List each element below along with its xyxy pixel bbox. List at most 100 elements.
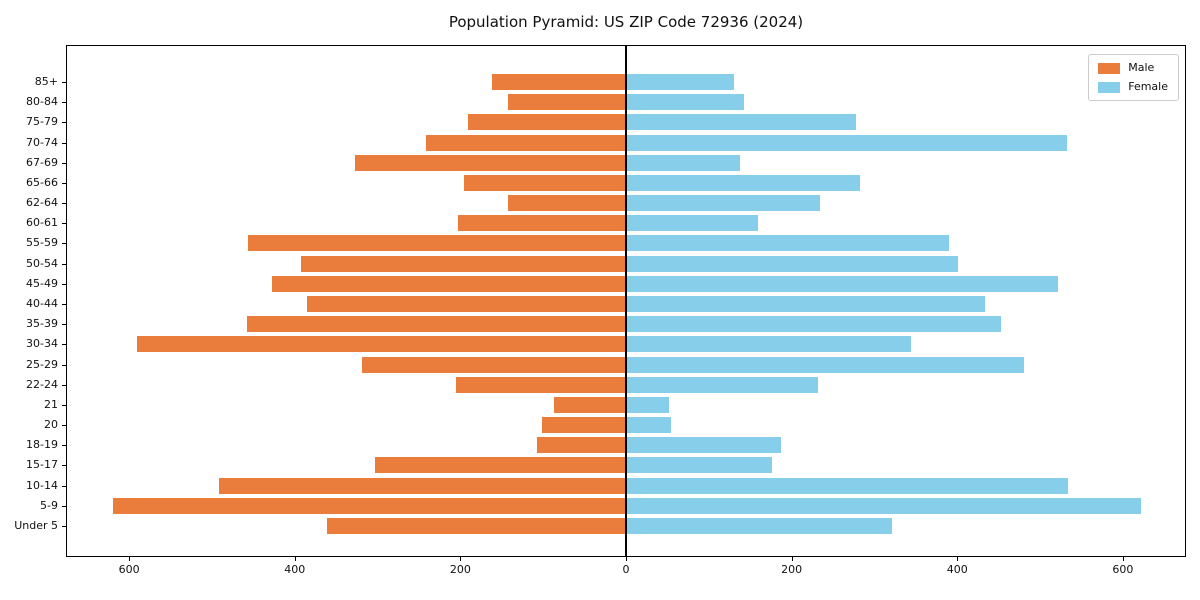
male-bar — [553, 396, 626, 413]
y-tick-mark — [62, 505, 66, 507]
y-tick-label: 22-24 — [26, 377, 58, 391]
x-tick-mark — [460, 557, 462, 561]
male-bar — [137, 336, 626, 353]
y-tick-mark — [62, 102, 66, 104]
y-tick-mark — [62, 304, 66, 305]
y-tick-mark — [62, 465, 66, 467]
y-tick-mark — [62, 445, 66, 447]
female-bar — [626, 134, 1067, 151]
plot-area: Male Female — [66, 45, 1186, 557]
y-tick-label: 70-74 — [26, 135, 58, 149]
legend-male-label: Male — [1128, 61, 1155, 74]
y-tick-label: 45-49 — [26, 276, 58, 290]
female-bar — [626, 517, 892, 534]
female-bar — [626, 255, 959, 272]
y-tick-label: Under 5 — [14, 518, 58, 532]
male-bar — [355, 154, 626, 171]
male-bar — [508, 195, 626, 212]
y-tick-mark — [62, 364, 66, 366]
male-bar — [491, 74, 626, 91]
male-bar — [456, 376, 626, 393]
y-tick-label: 10-14 — [26, 478, 58, 492]
legend-entry-female: Female — [1098, 81, 1168, 93]
female-bar — [626, 396, 670, 413]
female-bar — [626, 316, 1002, 333]
y-tick-label: 20 — [44, 418, 58, 432]
female-bar — [626, 215, 758, 232]
male-bar — [246, 316, 626, 333]
y-tick-label: 21 — [44, 397, 58, 411]
male-bar — [425, 134, 626, 151]
y-tick-mark — [62, 425, 66, 427]
x-tick-mark — [1122, 557, 1124, 561]
y-tick-mark — [62, 162, 66, 164]
y-tick-mark — [62, 344, 66, 346]
y-tick-label: 18-19 — [26, 438, 58, 452]
y-tick-mark — [62, 182, 66, 184]
y-tick-mark — [62, 223, 66, 225]
y-tick-label: 15-17 — [26, 458, 58, 472]
y-tick-mark — [62, 263, 66, 265]
female-bar — [626, 114, 857, 131]
male-bar — [113, 497, 626, 514]
x-tick-mark — [791, 557, 793, 561]
y-tick-label: 55-59 — [26, 236, 58, 250]
female-bar — [626, 74, 735, 91]
male-bar — [536, 437, 626, 454]
female-bar — [626, 174, 861, 191]
x-tick-label: 400 — [946, 563, 968, 576]
legend-entry-male: Male — [1098, 62, 1168, 74]
female-swatch-icon — [1098, 81, 1121, 93]
y-tick-mark — [62, 122, 66, 124]
female-bar — [626, 296, 986, 312]
x-tick-label: 200 — [781, 563, 803, 576]
y-tick-label: 67-69 — [26, 155, 58, 169]
male-bar — [463, 174, 626, 191]
male-bar — [307, 296, 626, 312]
y-tick-label: 65-66 — [26, 175, 58, 189]
y-tick-label: 25-29 — [26, 357, 58, 371]
x-tick-label: 600 — [1112, 563, 1134, 576]
y-tick-label: 35-39 — [26, 317, 58, 331]
male-bar — [361, 356, 626, 373]
female-bar — [626, 94, 744, 111]
female-bar — [626, 235, 949, 252]
y-tick-label: 50-54 — [26, 256, 58, 270]
y-tick-mark — [62, 243, 66, 245]
male-bar — [508, 94, 626, 111]
legend-female-label: Female — [1128, 80, 1168, 93]
female-bar — [626, 437, 781, 454]
x-tick-mark — [626, 557, 627, 561]
y-tick-mark — [62, 203, 66, 205]
female-bar — [626, 275, 1059, 292]
male-bar — [219, 477, 626, 494]
male-swatch-icon — [1098, 62, 1121, 74]
y-tick-mark — [62, 324, 66, 326]
female-bar — [626, 376, 819, 393]
male-bar — [247, 235, 626, 252]
female-bar — [626, 497, 1142, 514]
y-tick-mark — [62, 485, 66, 487]
x-tick-label: 200 — [449, 563, 471, 576]
male-bar — [541, 417, 626, 434]
y-tick-label: 85+ — [34, 75, 58, 89]
female-bar — [626, 356, 1025, 373]
zero-axis-line — [625, 46, 627, 556]
y-tick-mark — [62, 82, 66, 84]
x-tick-mark — [957, 557, 959, 561]
x-tick-label: 600 — [118, 563, 140, 576]
male-bar — [301, 255, 626, 272]
y-tick-label: 75-79 — [26, 115, 58, 129]
x-tick-label: 0 — [622, 563, 630, 576]
y-tick-label: 40-44 — [26, 297, 58, 310]
y-tick-label: 60-61 — [26, 216, 58, 230]
x-tick-label: 400 — [284, 563, 306, 576]
legend: Male Female — [1088, 54, 1179, 101]
male-bar — [467, 114, 626, 131]
female-bar — [626, 195, 820, 212]
female-bar — [626, 417, 671, 434]
y-tick-label: 30-34 — [26, 337, 58, 351]
female-bar — [626, 457, 772, 474]
male-bar — [457, 215, 626, 232]
